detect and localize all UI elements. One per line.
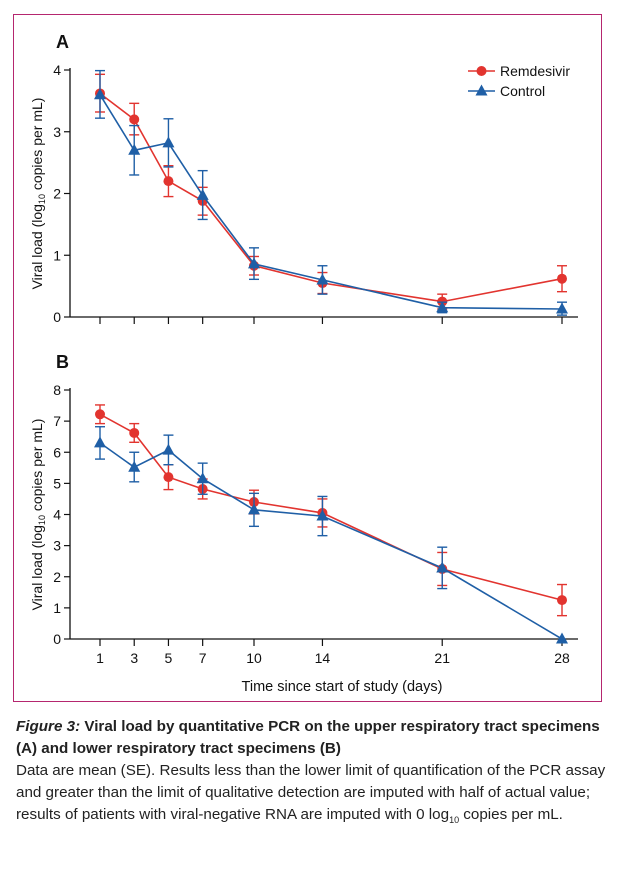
data-point: [95, 409, 105, 420]
legend-marker: [476, 66, 487, 76]
caption-body: Data are mean (SE). Results less than th…: [16, 762, 606, 826]
data-point: [436, 561, 449, 573]
legend-label: Remdesivir: [500, 63, 570, 79]
panel-label: B: [56, 352, 69, 372]
caption-body-text: Data are mean (SE). Results less than th…: [16, 762, 606, 823]
y-tick-label: 2: [53, 569, 61, 585]
data-point: [316, 509, 329, 521]
data-point: [248, 257, 260, 269]
y-tick-label: 3: [53, 124, 61, 140]
data-point: [436, 301, 449, 313]
legend-marker: [475, 84, 488, 96]
y-axis-label-text: Viral load (log: [29, 204, 45, 289]
y-tick-label: 1: [53, 600, 61, 616]
data-point: [128, 143, 141, 155]
data-point: [248, 503, 260, 515]
caption-body-tail: copies per mL.: [459, 806, 563, 823]
data-point: [163, 472, 174, 483]
series-line: [99, 413, 563, 601]
data-point: [557, 595, 567, 606]
data-point: [162, 136, 175, 148]
y-tick-label: 0: [53, 309, 61, 325]
y-tick-label: 4: [53, 62, 61, 78]
figure-caption: Figure 3: Viral load by quantitative PCR…: [16, 716, 606, 831]
data-point: [196, 472, 209, 484]
y-tick-label: 7: [53, 413, 61, 429]
data-point: [316, 273, 329, 285]
panel-b: B 0 1 2 3 4 5 6 7 8 1 3 5 7 10 14 21 28 Viral load (log10 …: [29, 352, 578, 695]
y-axis-label: Viral load (log10 copies per mL): [29, 98, 47, 290]
series-line: [99, 94, 563, 310]
y-tick-label: 3: [53, 538, 61, 554]
y-tick-label: 5: [53, 475, 61, 491]
caption-title: Figure 3: Viral load by quantitative PCR…: [16, 718, 600, 757]
data-point: [556, 302, 568, 314]
caption-body-subscript: 10: [449, 815, 460, 826]
data-point: [162, 443, 175, 455]
x-axis-label: Time since start of study (days): [242, 679, 443, 695]
y-tick-label: 2: [53, 186, 61, 202]
y-axis-label-subscript: 10: [37, 194, 47, 204]
caption-title-text: Viral load by quantitative PCR on the up…: [16, 718, 600, 757]
y-tick-label: 8: [53, 382, 61, 398]
y-axis-label-tail: copies per mL): [29, 98, 45, 194]
y-tick-label: 6: [53, 444, 61, 460]
x-tick-label: 10: [246, 650, 262, 666]
panel-a: A 0 1 2 3 4 Viral load (log10 copies per mL) Re…: [29, 32, 578, 325]
data-point: [556, 632, 568, 644]
data-point: [129, 427, 140, 438]
x-tick-label: 3: [130, 650, 138, 666]
caption-figure-label: Figure 3:: [16, 718, 81, 735]
series-remdesivir: [95, 73, 567, 310]
x-tick-label: 21: [434, 650, 450, 666]
x-tick-label: 7: [199, 650, 207, 666]
series-control: [94, 69, 568, 316]
y-axis-label-text: Viral load (log: [29, 525, 45, 610]
legend: Remdesivir Control: [468, 63, 570, 99]
x-tick-label: 28: [554, 650, 570, 666]
series-remdesivir: [95, 404, 567, 617]
y-axis-label: Viral load (log10 copies per mL): [29, 419, 47, 611]
panel-label: A: [56, 32, 69, 52]
x-tick-label: 14: [315, 650, 331, 666]
data-point: [94, 88, 106, 100]
y-axis-label-tail: copies per mL): [29, 419, 45, 515]
series-line: [99, 442, 563, 640]
series-control: [94, 426, 568, 644]
x-tick-label: 1: [96, 650, 104, 666]
y-tick-label: 0: [53, 631, 61, 647]
data-point: [94, 436, 106, 448]
y-tick-label: 4: [53, 507, 61, 523]
y-tick-label: 1: [53, 247, 61, 263]
x-tick-label: 5: [165, 650, 173, 666]
data-point: [128, 460, 141, 472]
data-point: [557, 273, 567, 284]
legend-label: Control: [500, 83, 545, 99]
y-axis-label-subscript: 10: [37, 515, 47, 525]
series-line: [99, 92, 563, 303]
data-point: [129, 114, 140, 125]
figure-frame: [13, 14, 602, 702]
data-point: [196, 188, 209, 200]
data-point: [163, 176, 174, 187]
